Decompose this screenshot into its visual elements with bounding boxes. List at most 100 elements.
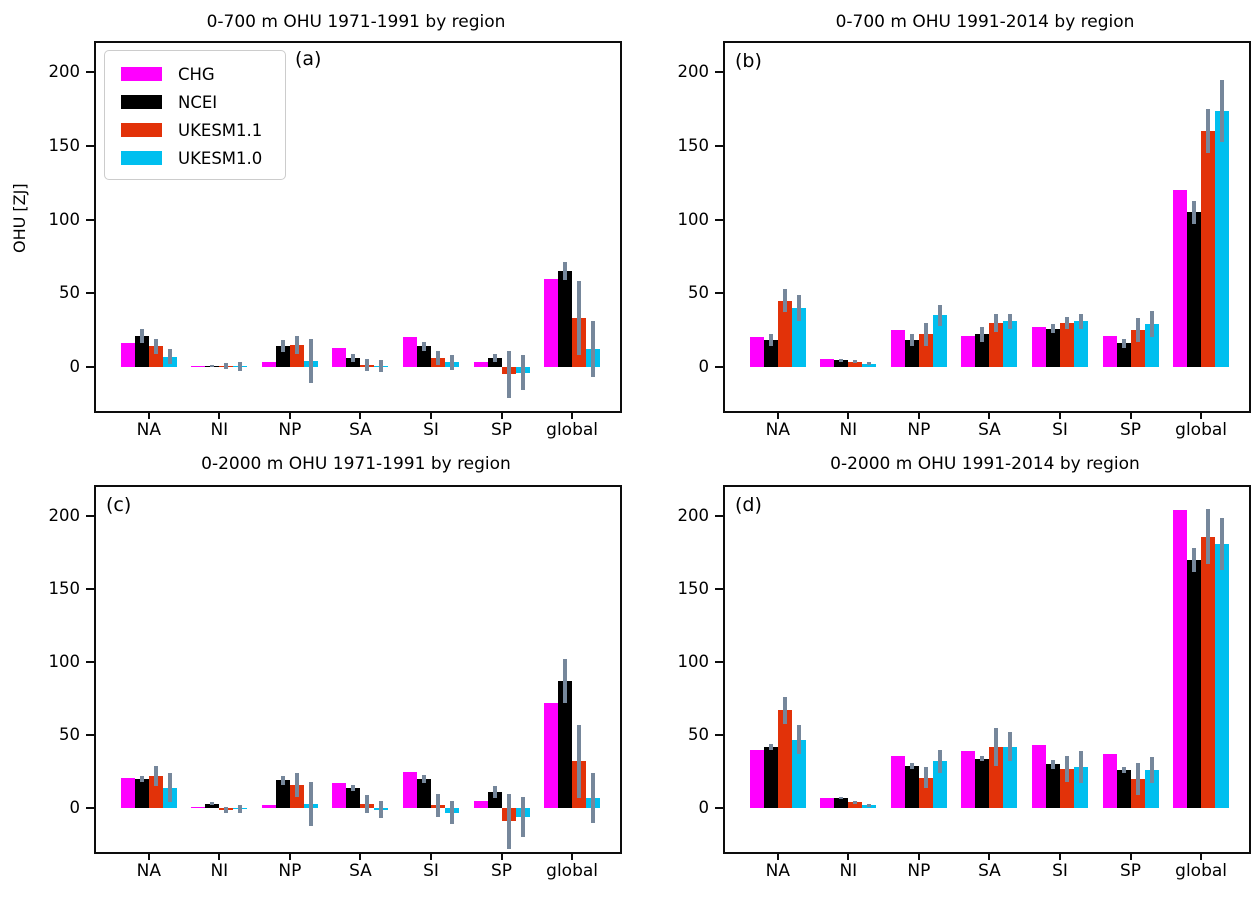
legend-item-ncei: NCEI: [121, 88, 285, 116]
errorbar-UKESM1.1-NA: [782, 697, 787, 724]
errorbar-UKESM1.0-SA: [379, 800, 384, 819]
x-tick-label: SA: [349, 861, 372, 881]
bar-NCEI-SI: [417, 779, 431, 809]
x-tick: [1129, 411, 1132, 419]
bar-CHG-NA: [120, 777, 135, 809]
errorbar-NCEI-global: [1192, 200, 1197, 225]
errorbar-UKESM1.1-SI: [1065, 755, 1069, 782]
panel-d-axes: 0 50 100 150 200 NA NI NP SA SI SP global: [678, 485, 1251, 881]
bar-UKESM1.0-NI: [862, 363, 877, 367]
bar-CHG-SP: [1102, 335, 1117, 367]
errorbar-NCEI-NA: [139, 776, 144, 782]
y-tick: [715, 218, 723, 221]
x-tick-label: SI: [1052, 420, 1068, 440]
panel-c-label: (c): [106, 494, 132, 516]
bar-NCEI-SA: [346, 358, 361, 367]
errorbar-UKESM1.0-SA: [1008, 732, 1013, 762]
x-tick-label: NI: [210, 861, 229, 881]
bar-NCEI-NP: [275, 780, 290, 809]
errorbar-UKESM1.0-NA: [167, 773, 172, 803]
bar-UKESM1.1-NA: [148, 346, 163, 367]
legend-swatch-ukesm1-1: [121, 123, 162, 137]
errorbar-NCEI-SI: [422, 341, 426, 351]
bar-UKESM1.1-SA: [989, 322, 1004, 367]
bar-NCEI-SA: [975, 334, 990, 367]
x-tick: [571, 411, 574, 419]
y-tick-label: 200: [48, 506, 81, 526]
bar-CHG-SI: [1032, 745, 1046, 809]
panel-a-title: 0-700 m OHU 1971-1991 by region: [206, 12, 506, 32]
bar-NCEI-global: [558, 271, 573, 367]
bar-UKESM1.1-SA: [989, 746, 1004, 809]
y-tick: [715, 145, 723, 148]
bar-UKESM1.1-SI: [1060, 768, 1074, 809]
errorbar-UKESM1.1-SA: [994, 313, 999, 332]
errorbar-NCEI-SP: [492, 786, 497, 798]
errorbar-UKESM1.0-global: [591, 321, 596, 378]
y-tick: [86, 588, 94, 591]
x-tick: [147, 411, 150, 419]
x-tick-label: NP: [278, 861, 302, 881]
x-tick: [847, 852, 850, 860]
bar-CHG-NP: [890, 755, 905, 809]
y-tick-label: 0: [69, 798, 81, 818]
errorbar-NCEI-NP: [280, 776, 285, 785]
y-tick-label: 50: [688, 283, 709, 303]
errorbar-UKESM1.1-SI: [436, 793, 440, 817]
bar-CHG-SA: [332, 783, 347, 809]
bar-CHG-SA: [961, 335, 976, 367]
x-tick-label: NP: [907, 420, 931, 440]
bar-NCEI-NI: [205, 803, 220, 809]
x-tick-label: NA: [765, 420, 790, 440]
x-tick: [847, 411, 850, 419]
errorbar-NCEI-NA: [768, 334, 773, 347]
y-tick-label: 100: [677, 209, 710, 229]
y-tick: [715, 807, 723, 810]
bar-UKESM1.0-NI: [862, 805, 877, 809]
errorbar-UKESM1.0-NP: [308, 781, 313, 826]
bar-NCEI-NP: [904, 340, 919, 367]
bar-CHG-global: [544, 278, 559, 367]
bar-UKESM1.0-SI: [1074, 321, 1088, 367]
errorbar-UKESM1.0-SP: [520, 355, 525, 391]
bar-NCEI-NA: [763, 340, 778, 367]
errorbar-UKESM1.0-NI: [867, 362, 872, 366]
errorbar-UKESM1.0-NA: [796, 724, 801, 755]
y-tick: [715, 292, 723, 295]
bar-UKESM1.0-NA: [791, 739, 806, 809]
bar-NCEI-NA: [763, 746, 778, 809]
y-tick-label: 200: [677, 62, 710, 82]
y-tick-label: 0: [69, 356, 81, 376]
errorbar-NCEI-SI: [1051, 324, 1055, 333]
y-tick: [86, 365, 94, 368]
errorbar-NCEI-NI: [839, 358, 844, 362]
bar-UKESM1.0-global: [1215, 543, 1230, 809]
bar-NCEI-SP: [487, 792, 502, 809]
bar-UKESM1.1-SI: [1060, 322, 1074, 367]
x-tick: [500, 411, 503, 419]
errorbar-NCEI-SP: [1121, 767, 1126, 774]
x-tick: [1059, 411, 1061, 419]
legend-item-ukesm1-0: UKESM1.0: [121, 144, 285, 172]
errorbar-UKESM1.0-SP: [1149, 757, 1154, 784]
y-tick: [86, 292, 94, 295]
bar-UKESM1.1-global: [1201, 536, 1216, 809]
errorbar-UKESM1.1-global: [1206, 508, 1211, 565]
bar-NCEI-SP: [1116, 343, 1131, 367]
bar-CHG-SA: [961, 751, 976, 809]
bar-NCEI-NP: [275, 346, 290, 367]
errorbar-UKESM1.1-SA: [365, 359, 370, 372]
bar-UKESM1.1-global: [1201, 131, 1216, 367]
x-tick: [218, 852, 221, 860]
y-tick-label: 0: [698, 356, 710, 376]
errorbar-UKESM1.1-global: [1206, 109, 1211, 154]
y-tick: [715, 588, 723, 591]
errorbar-UKESM1.0-NP: [937, 749, 942, 774]
errorbar-UKESM1.1-NI: [224, 363, 229, 370]
errorbar-UKESM1.1-SP: [506, 350, 511, 398]
errorbar-UKESM1.0-SA: [379, 360, 384, 372]
errorbar-UKESM1.0-SI: [1079, 313, 1083, 329]
bar-NCEI-global: [1187, 560, 1202, 809]
errorbar-UKESM1.0-global: [1220, 517, 1225, 571]
x-tick: [988, 852, 991, 860]
